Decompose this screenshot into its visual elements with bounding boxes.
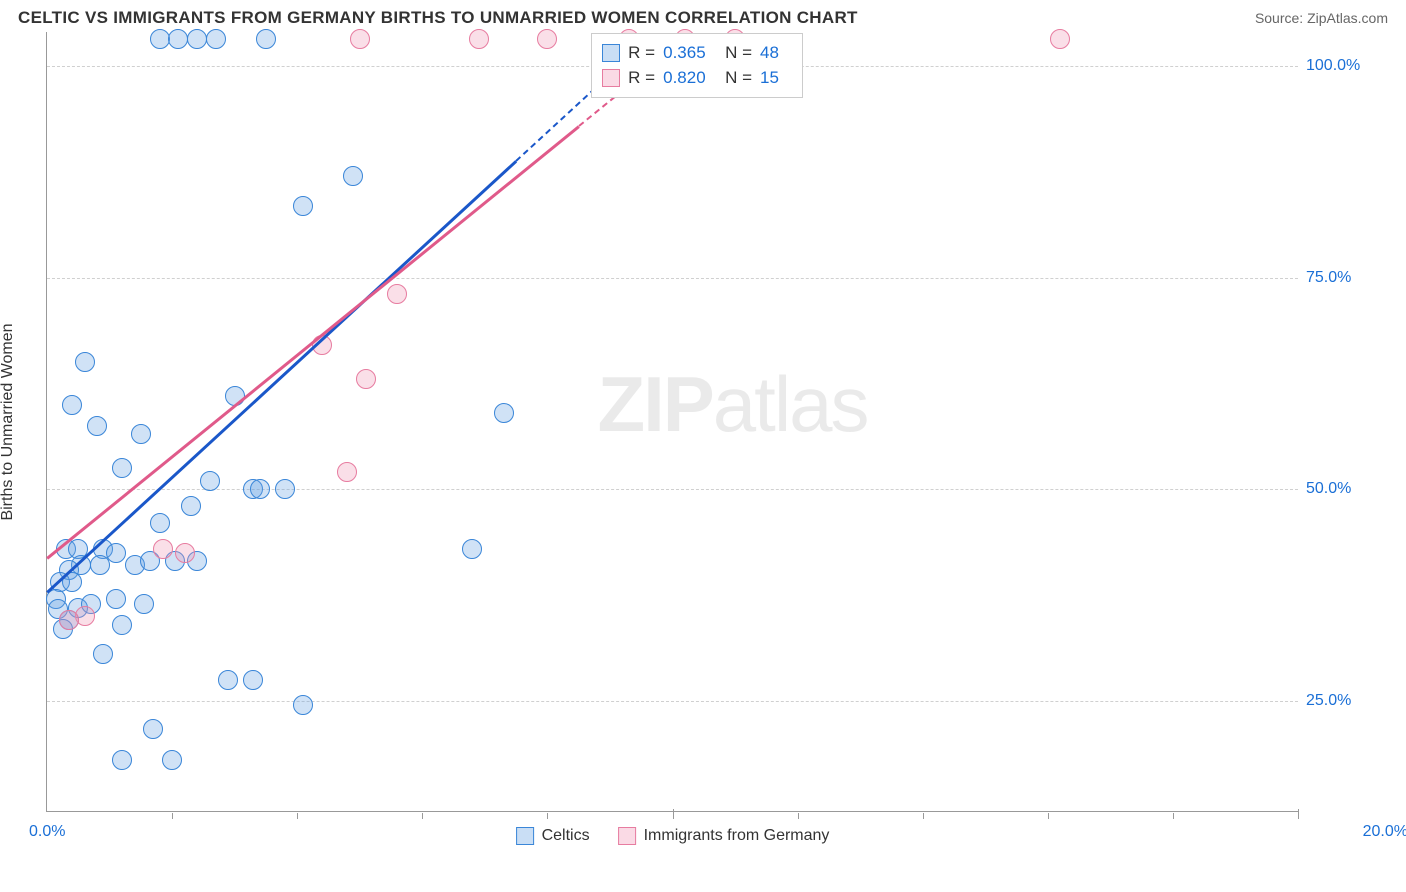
scatter-marker-germany <box>175 543 195 563</box>
series-legend: Celtics Immigrants from Germany <box>516 827 830 845</box>
scatter-marker-celtics <box>462 539 482 559</box>
gridline-h <box>47 701 1298 702</box>
scatter-marker-celtics <box>150 513 170 533</box>
x-tick <box>172 813 173 819</box>
scatter-marker-celtics <box>150 29 170 49</box>
x-tick <box>798 813 799 819</box>
scatter-marker-celtics <box>206 29 226 49</box>
scatter-marker-celtics <box>162 750 182 770</box>
scatter-marker-celtics <box>134 594 154 614</box>
scatter-marker-germany <box>337 462 357 482</box>
scatter-marker-celtics <box>112 615 132 635</box>
y-tick-label: 25.0% <box>1306 692 1376 710</box>
x-tick <box>422 813 423 819</box>
legend-swatch <box>602 69 620 87</box>
scatter-marker-celtics <box>218 670 238 690</box>
x-tick <box>923 813 924 819</box>
legend-label: Immigrants from Germany <box>644 827 830 845</box>
scatter-marker-germany <box>153 539 173 559</box>
gridline-h <box>47 278 1298 279</box>
y-tick-label: 75.0% <box>1306 269 1376 287</box>
scatter-marker-celtics <box>243 670 263 690</box>
legend-swatch <box>618 827 636 845</box>
legend-label: Celtics <box>542 827 590 845</box>
scatter-marker-celtics <box>256 29 276 49</box>
chart-container: Births to Unmarried Women ZIPatlas 25.0%… <box>18 32 1388 812</box>
r-label: R = <box>628 40 655 66</box>
scatter-marker-celtics <box>112 750 132 770</box>
x-tick <box>673 809 674 819</box>
scatter-marker-celtics <box>275 479 295 499</box>
scatter-marker-celtics <box>112 458 132 478</box>
scatter-marker-celtics <box>187 29 207 49</box>
scatter-marker-celtics <box>62 395 82 415</box>
y-tick-label: 50.0% <box>1306 480 1376 498</box>
scatter-marker-celtics <box>181 496 201 516</box>
scatter-marker-germany <box>59 610 79 630</box>
x-tick <box>1048 813 1049 819</box>
x-tick-label-min: 0.0% <box>29 823 65 841</box>
scatter-marker-celtics <box>250 479 270 499</box>
scatter-marker-celtics <box>168 29 188 49</box>
regression-line <box>46 160 517 593</box>
scatter-marker-celtics <box>131 424 151 444</box>
scatter-marker-germany <box>356 369 376 389</box>
plot-area: ZIPatlas 25.0%50.0%75.0%100.0%0.0%20.0%R… <box>46 32 1298 812</box>
x-tick <box>297 813 298 819</box>
x-tick <box>1298 809 1299 819</box>
legend-swatch <box>602 44 620 62</box>
x-tick <box>547 813 548 819</box>
scatter-marker-celtics <box>90 555 110 575</box>
legend-swatch <box>516 827 534 845</box>
r-value: 0.820 <box>663 65 717 91</box>
r-value: 0.365 <box>663 40 717 66</box>
x-tick-label-max: 20.0% <box>1363 823 1406 841</box>
n-value: 48 <box>760 40 788 66</box>
r-label: R = <box>628 65 655 91</box>
scatter-marker-celtics <box>293 695 313 715</box>
legend-item: Immigrants from Germany <box>618 827 830 845</box>
scatter-marker-celtics <box>343 166 363 186</box>
y-axis-label: Births to Unmarried Women <box>0 323 17 520</box>
n-label: N = <box>725 65 752 91</box>
scatter-marker-germany <box>469 29 489 49</box>
scatter-marker-celtics <box>494 403 514 423</box>
scatter-marker-celtics <box>293 196 313 216</box>
legend-item: Celtics <box>516 827 590 845</box>
watermark-light: atlas <box>713 360 868 448</box>
x-tick <box>1173 813 1174 819</box>
n-value: 15 <box>760 65 788 91</box>
gridline-h <box>47 489 1298 490</box>
scatter-marker-celtics <box>93 644 113 664</box>
scatter-marker-germany <box>1050 29 1070 49</box>
correlation-row: R = 0.820 N = 15 <box>602 65 788 91</box>
scatter-marker-germany <box>387 284 407 304</box>
chart-title: CELTIC VS IMMIGRANTS FROM GERMANY BIRTHS… <box>18 8 858 28</box>
watermark-bold: ZIP <box>597 360 712 448</box>
scatter-marker-celtics <box>143 719 163 739</box>
scatter-marker-celtics <box>75 352 95 372</box>
correlation-legend: R = 0.365 N = 48 R = 0.820 N = 15 <box>591 33 803 98</box>
scatter-marker-germany <box>350 29 370 49</box>
scatter-marker-germany <box>537 29 557 49</box>
y-tick-label: 100.0% <box>1306 57 1376 75</box>
watermark: ZIPatlas <box>597 359 867 450</box>
correlation-row: R = 0.365 N = 48 <box>602 40 788 66</box>
scatter-marker-celtics <box>106 589 126 609</box>
source-attribution: Source: ZipAtlas.com <box>1255 10 1388 26</box>
scatter-marker-celtics <box>87 416 107 436</box>
chart-header: CELTIC VS IMMIGRANTS FROM GERMANY BIRTHS… <box>0 0 1406 32</box>
regression-line <box>46 125 579 559</box>
n-label: N = <box>725 40 752 66</box>
scatter-marker-celtics <box>200 471 220 491</box>
